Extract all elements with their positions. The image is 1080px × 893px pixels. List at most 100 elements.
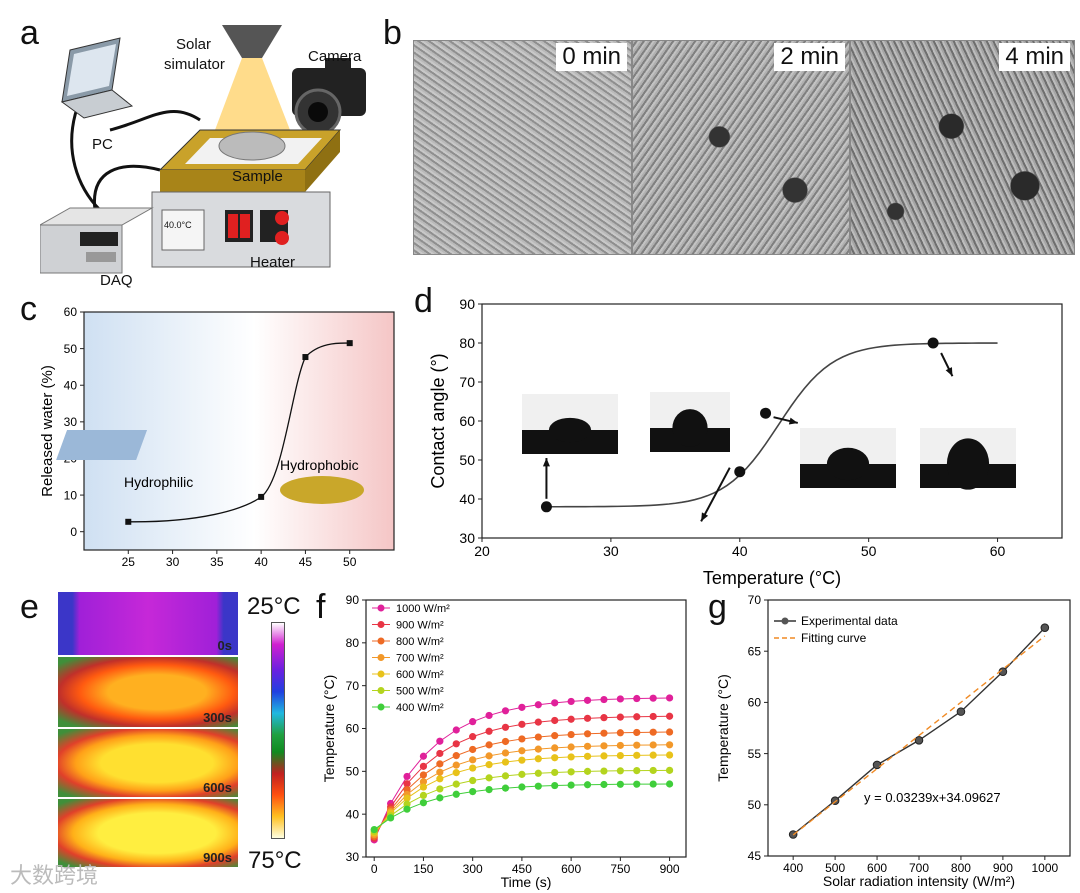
y-tick-label: 30 <box>346 850 360 864</box>
y-tick-label: 80 <box>346 636 360 650</box>
x-axis-label: Temperature (°C) <box>703 568 841 588</box>
series-point <box>567 697 575 706</box>
series-point <box>469 745 477 754</box>
heater-label: Heater <box>250 254 296 271</box>
series-point <box>567 730 575 739</box>
series-point <box>665 780 674 788</box>
series-point <box>469 733 477 741</box>
data-point <box>302 354 309 361</box>
series-point <box>567 768 575 776</box>
thermal-time-3: 900s <box>203 850 232 865</box>
series-point <box>633 713 641 721</box>
x-tick-label: 450 <box>512 862 532 876</box>
legend-marker <box>377 621 385 628</box>
hydrophobic-surface-image <box>280 476 364 504</box>
series-point <box>583 714 592 722</box>
micrograph-4min: 4 min <box>850 40 1075 255</box>
camera-icon <box>292 58 366 136</box>
series-point <box>534 755 542 763</box>
y-tick-label: 0 <box>70 525 77 539</box>
x-axis-label: Solar radiation intensity (W/m²) <box>823 873 1015 889</box>
x-tick-label: 30 <box>166 555 180 569</box>
series-point <box>501 723 510 731</box>
arrow-head <box>701 512 709 522</box>
sample-label: Sample <box>232 168 283 185</box>
x-tick-label: 700 <box>909 861 929 875</box>
series-point <box>616 780 624 788</box>
fit-equation: y = 0.03239x+34.09627 <box>864 790 1001 805</box>
thermal-image-900s: 900s <box>58 799 238 867</box>
series-point <box>583 742 592 750</box>
x-tick-label: 35 <box>210 555 224 569</box>
series-point <box>485 727 493 735</box>
y-tick-label: 90 <box>346 593 360 607</box>
series-point <box>567 753 575 761</box>
x-tick-label: 600 <box>561 862 581 876</box>
arrow-head <box>788 417 798 425</box>
x-tick-label: 400 <box>783 861 803 875</box>
series-point <box>600 780 608 789</box>
series-point <box>403 805 411 813</box>
series-point <box>419 783 428 791</box>
data-point <box>734 466 746 478</box>
x-tick-label: 20 <box>474 543 490 559</box>
droplet-image-drop <box>826 447 870 481</box>
legend-label-exp: Experimental data <box>801 614 898 628</box>
series-point <box>419 799 428 807</box>
series-point <box>518 770 526 778</box>
series-point <box>419 762 428 770</box>
series-point <box>469 776 477 785</box>
daq-icon <box>38 207 154 274</box>
series-point <box>551 716 559 725</box>
arrow-line <box>700 467 731 522</box>
series-point <box>633 751 641 759</box>
series-point <box>583 781 592 789</box>
series-point <box>616 695 624 703</box>
y-tick-label: 70 <box>748 593 762 607</box>
x-axis-label: Temperature (°C) <box>181 589 296 590</box>
series-point <box>485 752 493 760</box>
y-tick-label: 30 <box>64 415 78 429</box>
series-point <box>452 726 460 734</box>
series-point <box>567 781 575 789</box>
thermal-image-600s: 600s <box>58 729 238 797</box>
series-point <box>600 714 608 722</box>
chart-g-temperature-intensity: 400 500 600 700 800 900 1000 45 50 55 60 65 70 Solar … <box>715 593 1071 889</box>
y-tick-label: 50 <box>459 452 475 468</box>
series-point <box>501 784 510 792</box>
panel-label-e: e <box>20 588 39 626</box>
panel-label-a: a <box>20 14 39 52</box>
laptop-icon <box>60 37 134 119</box>
series-point <box>452 769 460 777</box>
x-tick-label: 40 <box>732 543 748 559</box>
legend-marker-exp <box>781 617 789 625</box>
series-point <box>452 740 460 748</box>
arrow-head <box>542 458 550 467</box>
series-point <box>403 794 411 802</box>
series-point <box>501 707 510 715</box>
fitting-line <box>792 635 1046 836</box>
series-point <box>485 711 493 720</box>
data-point <box>540 501 552 513</box>
series-point <box>469 756 477 764</box>
series-point <box>452 780 460 788</box>
series-point <box>403 780 411 788</box>
series-point <box>419 791 428 799</box>
series-point <box>551 699 559 707</box>
x-tick-label: 800 <box>951 861 971 875</box>
series-point <box>633 728 641 737</box>
legend-marker <box>377 670 385 678</box>
series-point <box>387 814 395 822</box>
x-tick-label: 50 <box>343 555 357 569</box>
x-tick-label: 25 <box>122 555 136 569</box>
sigmoid-fit-curve <box>546 342 998 508</box>
thermal-time-2: 600s <box>203 780 232 795</box>
y-tick-label: 55 <box>748 747 762 761</box>
series-point <box>633 780 641 788</box>
series-point <box>665 766 674 774</box>
panel-label-f: f <box>316 588 326 626</box>
x-tick-label: 0 <box>371 862 378 876</box>
series-point <box>436 749 444 758</box>
x-tick-label: 750 <box>610 862 630 876</box>
series-point <box>534 769 542 777</box>
